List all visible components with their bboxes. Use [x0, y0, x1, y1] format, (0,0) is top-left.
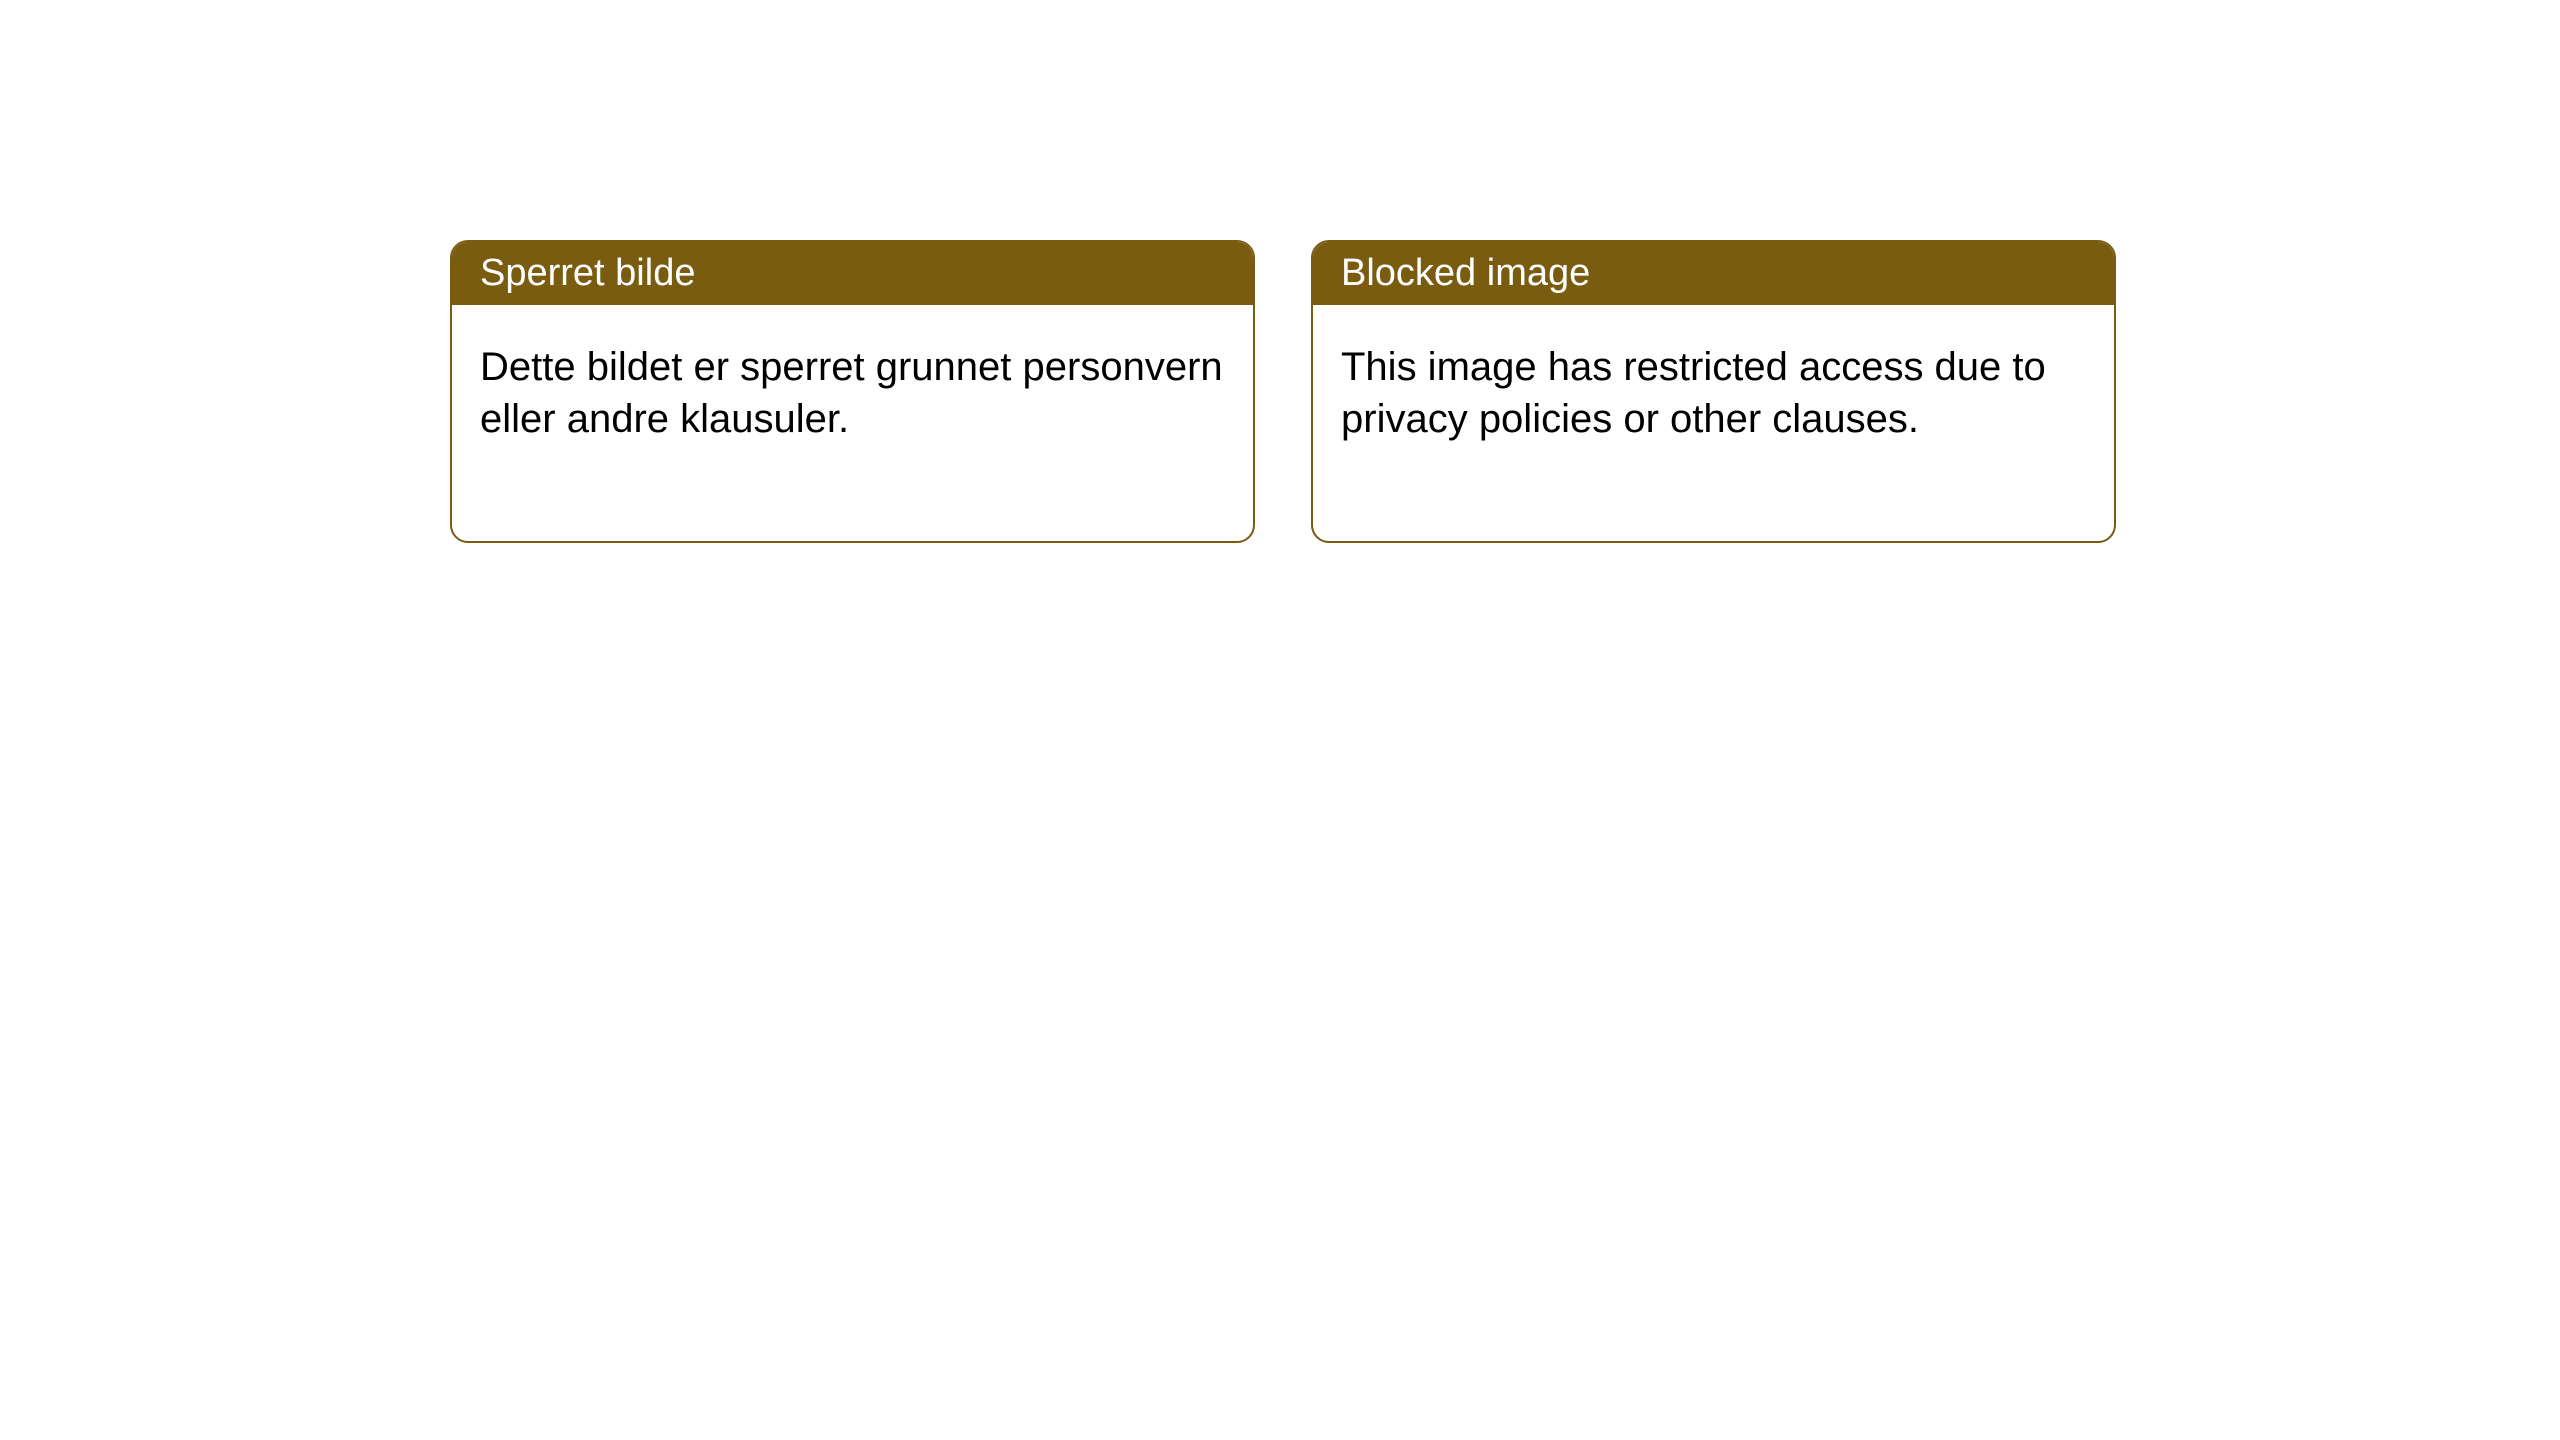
notice-container: Sperret bilde Dette bildet er sperret gr…	[0, 0, 2560, 543]
notice-body-text: This image has restricted access due to …	[1313, 305, 2114, 541]
notice-title: Sperret bilde	[452, 242, 1253, 305]
notice-body-text: Dette bildet er sperret grunnet personve…	[452, 305, 1253, 541]
notice-card-english: Blocked image This image has restricted …	[1311, 240, 2116, 543]
notice-title: Blocked image	[1313, 242, 2114, 305]
notice-card-norwegian: Sperret bilde Dette bildet er sperret gr…	[450, 240, 1255, 543]
